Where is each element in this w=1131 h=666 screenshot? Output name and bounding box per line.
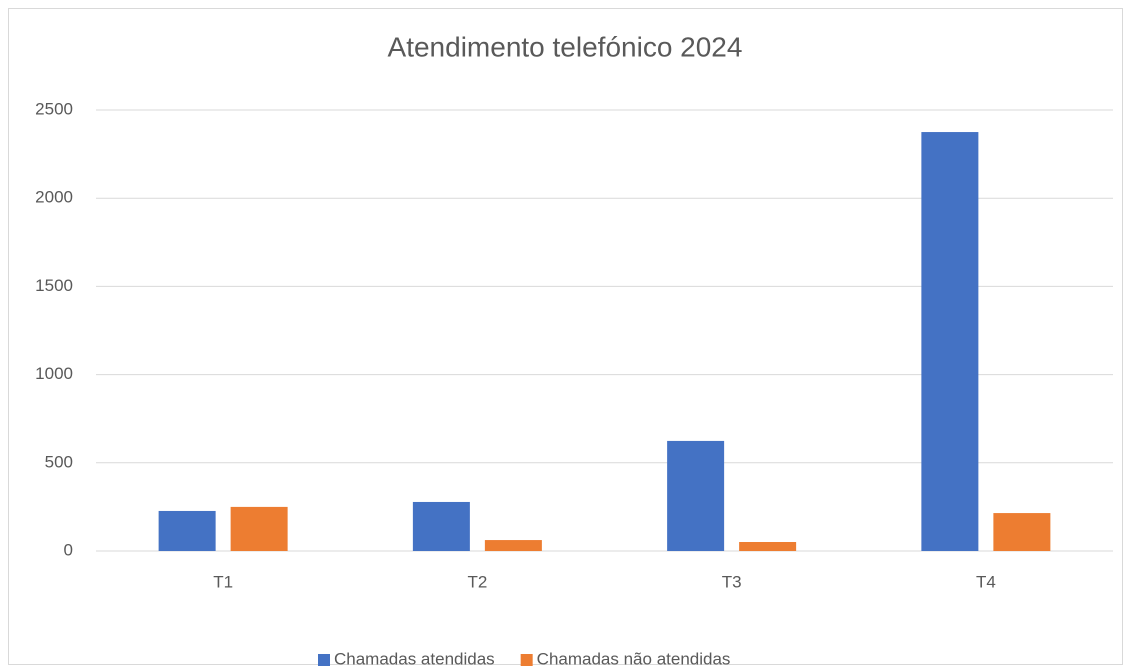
- legend-swatch: [520, 654, 533, 666]
- y-tick-label: 500: [45, 452, 73, 471]
- x-tick-label: T1: [213, 572, 233, 591]
- bar: [230, 506, 288, 551]
- x-tick-label: T4: [976, 572, 996, 591]
- y-tick-label: 2000: [35, 188, 73, 207]
- y-tick-label: 1000: [35, 364, 73, 383]
- bar: [412, 501, 470, 551]
- legend-label: Chamadas atendidas: [334, 649, 495, 666]
- y-tick-label: 2500: [35, 99, 73, 118]
- y-tick-label: 0: [64, 540, 73, 559]
- bar: [921, 132, 979, 552]
- legend-swatch: [318, 654, 330, 666]
- bar: [484, 540, 542, 551]
- bar: [739, 542, 797, 551]
- bar: [158, 510, 216, 551]
- x-tick-label: T3: [722, 572, 742, 591]
- legend-label: Chamadas não atendidas: [537, 649, 731, 666]
- bar: [993, 513, 1051, 551]
- chart-title: Atendimento telefónico 2024: [388, 31, 743, 62]
- x-tick-label: T2: [467, 572, 487, 591]
- bar: [667, 440, 725, 551]
- y-tick-label: 1500: [35, 276, 73, 295]
